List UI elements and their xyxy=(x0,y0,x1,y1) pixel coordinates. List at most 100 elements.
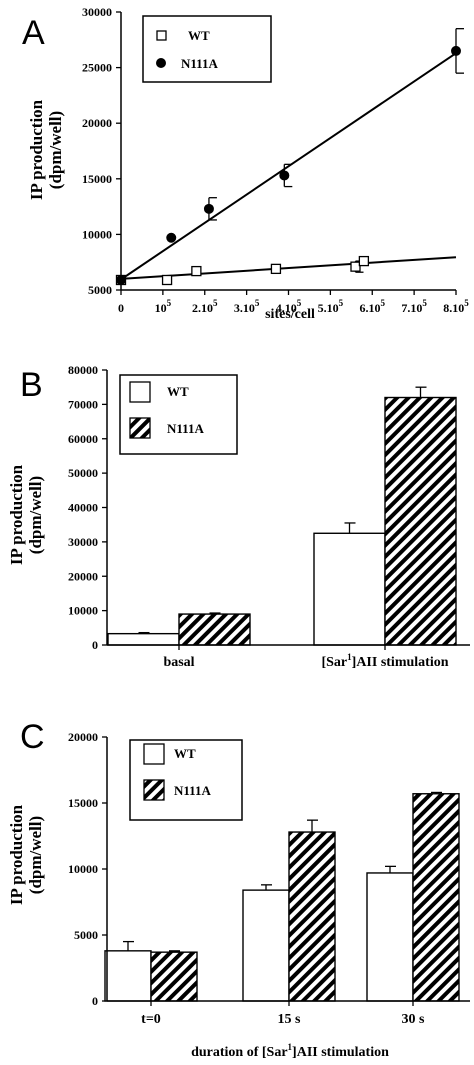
panel-b-ylabel: IP production (dpm/well) xyxy=(7,464,45,565)
legend-wt-open-bar-icon xyxy=(129,381,151,403)
panel-b-category-labels: basal [Sar1]AII stimulation xyxy=(163,652,448,670)
panel-b-legend: WT N111A xyxy=(119,374,238,455)
panel-b-letter: B xyxy=(20,366,43,404)
panel-a-x-tick-label: 5.105 xyxy=(318,298,344,315)
panel-a-y-tick-label: 5000 xyxy=(88,283,112,297)
panel-c-y-tick-label: 0 xyxy=(92,994,98,1008)
panel-a-legend: WT N111A xyxy=(142,15,272,83)
panel-a: A IP production (dpm/well) 5000 10000 1500… xyxy=(22,5,469,322)
panel-b-y-tick-label: 20000 xyxy=(68,569,98,583)
panel-c-xlabel: duration of [Sar1]AII stimulation xyxy=(191,1042,389,1060)
panel-a-point-wt xyxy=(350,261,361,272)
panel-a-point-n111a xyxy=(279,170,290,181)
panel-c-bar-n111a xyxy=(150,951,198,1002)
panel-b-bar-wt xyxy=(107,632,180,646)
panel-a-x-tick-label: 0 xyxy=(118,301,124,315)
legend-n111a-filled-circle-icon xyxy=(156,58,166,68)
panel-b-axes xyxy=(106,370,470,650)
panel-c-bars xyxy=(104,791,460,1002)
panel-c-bar-wt xyxy=(366,872,414,1002)
panel-a-x-tick-label: 2.105 xyxy=(192,298,218,315)
panel-b-y-ticks: 0 10000 20000 30000 40000 50000 60000 70000 8000… xyxy=(68,363,107,652)
panel-a-legend-wt-label: WT xyxy=(188,28,210,43)
panel-a-point-n111a xyxy=(166,232,177,243)
panel-c-y-ticks: 0 5000 10000 15000 20000 xyxy=(68,730,107,1008)
panel-c-y-tick-label: 5000 xyxy=(74,928,98,942)
panel-a-y-tick-label: 25000 xyxy=(82,61,112,75)
panel-a-point-wt xyxy=(270,263,282,275)
panel-a-point-wt xyxy=(358,255,370,267)
panel-c-category-label: t=0 xyxy=(141,1012,161,1027)
panel-c-legend-n111a-label: N111A xyxy=(174,783,211,798)
panel-a-x-tick-label: 7.105 xyxy=(401,298,427,315)
panel-b-ylabel-line2: (dpm/well) xyxy=(26,476,45,554)
panel-b-y-tick-label: 0 xyxy=(92,638,98,652)
panel-c-y-tick-label: 15000 xyxy=(68,796,98,810)
panel-a-point-n111a xyxy=(451,45,461,56)
panel-c-letter: C xyxy=(20,718,45,756)
panel-a-x-tick-label: 4.105 xyxy=(276,298,302,315)
panel-a-y-tick-label: 15000 xyxy=(82,172,112,186)
panel-b-error-bar-n111a xyxy=(415,386,427,398)
panel-b-y-tick-label: 40000 xyxy=(68,501,98,515)
panel-b-legend-wt-label: WT xyxy=(167,384,189,399)
panel-a-ylabel-line2: (dpm/well) xyxy=(46,111,65,189)
panel-c-category-label: 30 s xyxy=(402,1012,426,1027)
panel-c: C IP production (dpm/well) 0 5000 10000 150… xyxy=(7,718,470,1060)
panel-b-y-tick-label: 80000 xyxy=(68,363,98,377)
panel-a-y-ticks: 5000 10000 15000 20000 25000 30000 xyxy=(82,5,121,297)
panel-a-x-tick-label: 6.105 xyxy=(360,298,386,315)
panel-a-ylabel-line1: IP production xyxy=(27,99,46,200)
legend-wt-open-bar-icon xyxy=(143,743,165,765)
legend-n111a-hatched-bar-icon xyxy=(129,417,151,439)
panel-a-y-tick-label: 30000 xyxy=(82,5,112,19)
panel-a-x-ticks: 0 105 2.105 3.105 4.105 5.105 6.105 7.105 8.105 xyxy=(118,290,469,315)
panel-a-fit-line-n111a xyxy=(120,52,457,281)
panel-c-category-labels: t=0 15 s 30 s xyxy=(141,1012,425,1027)
panel-a-y-tick-label: 20000 xyxy=(82,116,112,130)
panel-a-x-tick-label: 3.105 xyxy=(234,298,260,315)
panel-c-category-label: 15 s xyxy=(278,1012,302,1027)
panel-b-y-tick-label: 10000 xyxy=(68,604,98,618)
legend-wt-open-square-icon xyxy=(156,30,167,41)
panel-c-y-tick-label: 10000 xyxy=(68,862,98,876)
panel-c-bar-n111a xyxy=(412,793,460,1002)
legend-n111a-hatched-bar-icon xyxy=(143,779,165,801)
panel-b-ylabel-line1: IP production xyxy=(7,464,26,565)
panel-a-letter: A xyxy=(22,14,45,52)
panel-a-xlabel: sites/cell xyxy=(265,307,315,322)
panel-a-x-tick-label: 8.105 xyxy=(443,298,469,315)
panel-b-bar-wt xyxy=(313,532,386,646)
panel-c-axes xyxy=(106,737,470,1006)
panel-c-bar-wt xyxy=(104,950,152,1002)
panel-b-y-tick-label: 50000 xyxy=(68,466,98,480)
panel-c-ylabel: IP production (dpm/well) xyxy=(7,804,45,905)
panel-c-ylabel-line1: IP production xyxy=(7,804,26,905)
panel-c-error-bar-n111a xyxy=(307,819,318,833)
panel-b: B IP production (dpm/well) 0 10000 20000 30… xyxy=(7,363,470,670)
panel-b-category-label: basal xyxy=(163,655,194,670)
panel-c-legend-wt-label: WT xyxy=(174,746,196,761)
panel-b-bar-n111a xyxy=(384,396,457,646)
panel-a-fit-line-wt xyxy=(120,256,457,280)
panel-c-ylabel-line2: (dpm/well) xyxy=(26,816,45,894)
panel-a-legend-box xyxy=(142,15,272,83)
panel-c-legend: WT N111A xyxy=(129,739,243,821)
panel-a-point-n111a xyxy=(203,203,214,214)
panel-a-legend-n111a-label: N111A xyxy=(181,56,218,71)
panel-a-axes xyxy=(120,12,456,291)
panel-c-error-bar-wt xyxy=(123,940,134,951)
panel-a-y-tick-label: 10000 xyxy=(82,227,112,241)
panel-c-y-tick-label: 20000 xyxy=(68,730,98,744)
panel-b-y-tick-label: 60000 xyxy=(68,432,98,446)
panel-b-y-tick-label: 70000 xyxy=(68,397,98,411)
panel-c-bar-n111a xyxy=(288,831,336,1002)
panel-c-bar-wt xyxy=(242,889,290,1002)
panel-a-point-wt xyxy=(191,265,202,277)
panel-b-legend-n111a-label: N111A xyxy=(167,421,204,436)
panel-b-y-tick-label: 30000 xyxy=(68,535,98,549)
panel-b-bar-n111a xyxy=(178,613,251,646)
panel-a-x-tick-label: 105 xyxy=(155,298,172,315)
panel-b-category-label: [Sar1]AII stimulation xyxy=(321,652,448,670)
